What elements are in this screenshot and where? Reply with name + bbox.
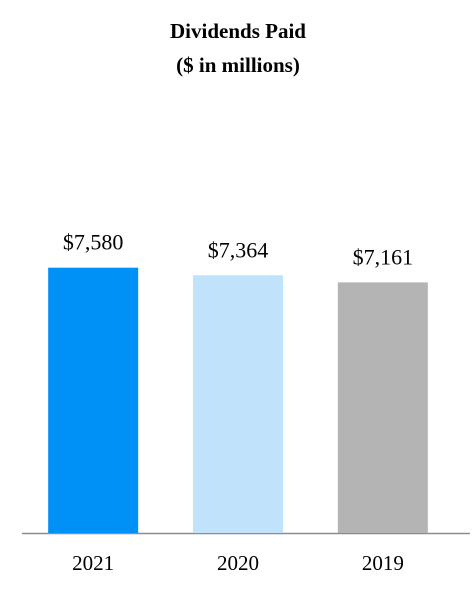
value-label: $7,364 [208,237,269,262]
chart-title: Dividends Paid [170,19,306,43]
value-label: $7,161 [353,244,414,269]
x-tick-label: 2020 [217,551,259,575]
chart-subtitle: ($ in millions) [176,53,300,77]
bar [193,275,283,533]
value-label: $7,580 [63,230,124,255]
bar [337,282,428,533]
x-tick-label: 2019 [362,551,404,575]
x-tick-label: 2021 [72,551,114,575]
bar [48,267,139,533]
